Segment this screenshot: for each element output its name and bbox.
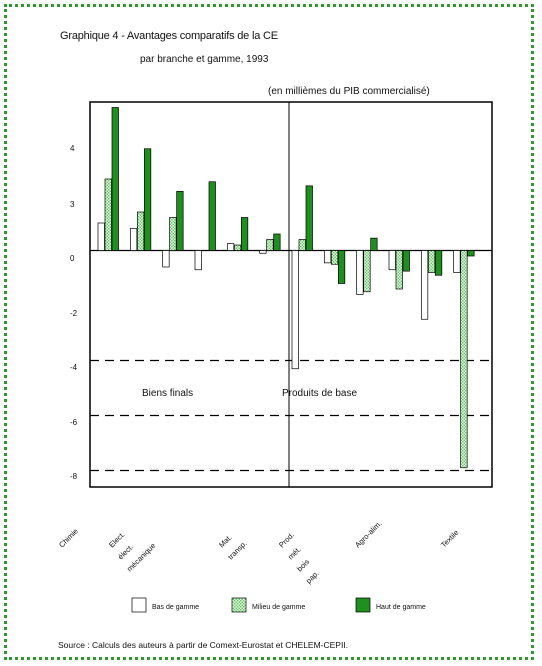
- bar: [194, 250, 202, 271]
- legend-label: Bas de gamme: [152, 604, 199, 611]
- bar: [363, 250, 371, 293]
- y-tick-label: 3: [70, 200, 75, 209]
- legend-label: Milieu de gamme: [252, 604, 305, 611]
- bar: [266, 239, 274, 251]
- y-tick-label: -6: [70, 418, 78, 427]
- group-label-right: Produits de base: [282, 388, 357, 399]
- bar: [129, 228, 138, 251]
- group-label-left: Biens finals: [142, 388, 193, 399]
- chart-subtitle: par branche et gamme, 1993: [140, 54, 269, 65]
- bar: [305, 185, 313, 251]
- bar: [356, 250, 364, 295]
- bar: [136, 211, 145, 251]
- legend-label: Haut de gamme: [376, 604, 426, 611]
- plot-border: [89, 101, 493, 488]
- chart-frame: [4, 4, 534, 660]
- legend-swatch: [131, 597, 147, 613]
- bar: [240, 217, 249, 251]
- y-tick-label: -2: [70, 309, 78, 318]
- source-note: Source : Calculs des auteurs à partir de…: [58, 640, 349, 650]
- bar: [337, 250, 346, 284]
- bar: [402, 250, 410, 272]
- bar: [291, 250, 299, 370]
- bar: [208, 181, 216, 251]
- bar: [453, 250, 461, 273]
- unit-label: (en millièmes du PIB commercialisé): [268, 86, 430, 97]
- bar: [176, 191, 184, 251]
- x-category-label: Agro-alim.: [353, 519, 384, 550]
- bar: [111, 107, 119, 251]
- bar: [460, 250, 468, 469]
- bar: [420, 250, 429, 320]
- x-category-label: bois: [295, 557, 311, 573]
- y-tick-label: 0: [70, 254, 75, 263]
- bar: [395, 250, 403, 290]
- bar: [162, 250, 170, 268]
- bar: [330, 250, 339, 265]
- y-tick-label: -4: [70, 363, 78, 372]
- y-tick-label: 4: [70, 144, 75, 153]
- y-tick-label: -8: [70, 472, 78, 481]
- x-category-label: mét.: [286, 545, 303, 562]
- bar: [273, 233, 281, 251]
- bar: [427, 250, 436, 273]
- bar: [259, 250, 267, 254]
- bar: [467, 250, 475, 257]
- x-category-label: Chimie: [57, 527, 80, 550]
- chart-title: Graphique 4 - Avantages comparatifs de l…: [60, 30, 278, 42]
- legend-swatch: [231, 597, 247, 613]
- x-category-label: Textile: [439, 528, 460, 549]
- bar: [434, 250, 443, 276]
- bar: [233, 244, 242, 251]
- bar: [169, 217, 177, 251]
- x-category-label: Mat.: [217, 533, 234, 550]
- bar: [226, 243, 235, 251]
- bar: [323, 250, 332, 264]
- bar: [97, 222, 105, 251]
- bar: [388, 250, 396, 271]
- x-category-label: pap.: [304, 569, 321, 586]
- bar: [370, 237, 378, 251]
- bar: [298, 239, 306, 251]
- bar: [143, 148, 152, 251]
- legend-swatch: [355, 597, 371, 613]
- bar: [104, 178, 112, 251]
